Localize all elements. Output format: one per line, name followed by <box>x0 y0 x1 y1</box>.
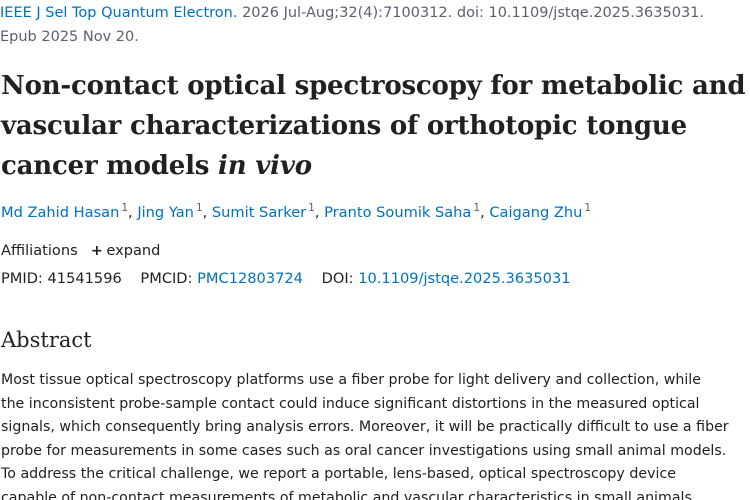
pmcid: PMCID: PMC12803724 <box>140 270 303 287</box>
pmid-value: 41541596 <box>47 270 122 287</box>
authors-list: Md Zahid Hasan 1, Jing Yan 1, Sumit Sarker… <box>1 202 591 224</box>
citation-epub: Epub 2025 Nov 20. <box>0 28 139 45</box>
author-link-sumit-sarker[interactable]: Sumit Sarker <box>211 204 307 221</box>
title-line-1: Non-contact optical spectroscopy for met… <box>1 71 746 101</box>
article-title: Non-contact optical spectroscopy for met… <box>1 66 749 186</box>
title-line-3: cancer models in vivo <box>1 146 749 186</box>
affiliations-label: Affiliations <box>1 242 78 259</box>
citation-details: 2026 Jul-Aug;32(4):7100312. doi: 10.1109… <box>237 5 705 21</box>
title-line-2: vascular characterizations of orthotopic… <box>1 111 687 141</box>
author-affiliation-number[interactable]: 1 <box>308 202 315 215</box>
author-affiliation-number[interactable]: 1 <box>584 202 592 215</box>
abstract-heading: Abstract <box>1 328 92 352</box>
pmid-label: PMID: <box>1 270 43 287</box>
abstract-line: signals, which consequently bring analys… <box>1 419 729 435</box>
author-affiliation-number[interactable]: 1 <box>121 202 129 215</box>
title-italic-in-vivo: in vivo <box>218 151 312 181</box>
author-link-caigang-zhu[interactable]: Caigang Zhu <box>489 204 583 221</box>
identifiers-row: PMID: 41541596 PMCID: PMC12803724 DOI: 1… <box>1 268 585 290</box>
doi: DOI: 10.1109/jstqe.2025.3635031 <box>322 270 571 287</box>
author-affiliation-number[interactable]: 1 <box>473 202 481 215</box>
affiliations-expand-button[interactable]: + expand <box>90 242 161 259</box>
expand-label: expand <box>106 242 161 259</box>
affiliations-row: Affiliations + expand <box>1 240 160 262</box>
pmcid-link[interactable]: PMC12803724 <box>197 270 303 287</box>
abstract-line: capable of non-contact measurements of m… <box>1 489 697 500</box>
author-affiliation-number[interactable]: 1 <box>195 202 203 215</box>
pmcid-label: PMCID: <box>140 270 193 287</box>
journal-link[interactable]: IEEE J Sel Top Quantum Electron. <box>0 5 238 21</box>
author-link-pranto-soumik-saha[interactable]: Pranto Soumik Saha <box>324 204 472 221</box>
abstract-line: To address the critical challenge, we re… <box>1 466 676 482</box>
author-link-md-zahid-hasan[interactable]: Md Zahid Hasan <box>1 204 120 221</box>
doi-label: DOI: <box>321 270 354 287</box>
pmid: PMID: 41541596 <box>1 270 122 287</box>
doi-link[interactable]: 10.1109/jstqe.2025.3635031 <box>358 270 571 287</box>
author-link-jing-yan[interactable]: Jing Yan <box>137 204 194 221</box>
abstract-line: Most tissue optical spectroscopy platfor… <box>1 372 701 388</box>
abstract-line: probe for measurements in some cases suc… <box>1 442 727 459</box>
author-separator: , <box>314 204 325 221</box>
abstract-line: the inconsistent probe-sample contact co… <box>1 395 700 412</box>
citation: IEEE J Sel Top Quantum Electron. 2026 Ju… <box>0 2 748 49</box>
author-separator: , <box>128 204 138 221</box>
abstract-text: Most tissue optical spectroscopy platfor… <box>1 369 750 500</box>
author-separator: , <box>480 204 490 221</box>
author-separator: , <box>202 204 212 221</box>
plus-icon: + <box>90 242 103 259</box>
title-line-3-text: cancer models <box>1 151 219 181</box>
